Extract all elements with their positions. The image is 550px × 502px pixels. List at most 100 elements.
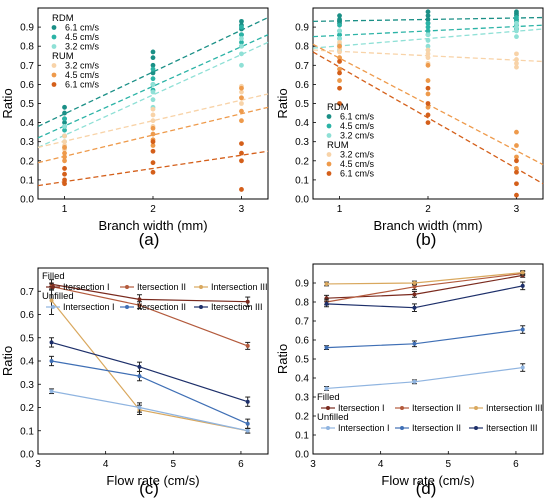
data-point	[150, 148, 156, 154]
legend-label: Intersection III	[486, 403, 543, 413]
data-point	[239, 24, 244, 30]
data-point	[62, 166, 67, 171]
y-tick-label: 0.2	[295, 412, 309, 423]
data-point	[337, 55, 342, 61]
data-point	[324, 301, 329, 306]
legend-marker	[326, 426, 330, 430]
data-point	[425, 91, 431, 97]
data-point	[137, 364, 142, 369]
series-line	[51, 341, 248, 403]
data-point	[245, 299, 250, 304]
y-tick-label: 0.7	[295, 317, 309, 328]
data-point	[239, 108, 244, 114]
data-point	[62, 133, 67, 139]
data-point	[239, 95, 244, 101]
data-point	[62, 139, 67, 145]
data-point	[239, 158, 244, 164]
data-point	[412, 281, 417, 285]
legend-label: 6.1 cm/s	[340, 169, 375, 179]
x-tick-label: 3	[514, 204, 520, 215]
legend-group-title: Filled	[42, 271, 65, 282]
data-point	[520, 270, 525, 275]
legend-marker	[326, 161, 332, 167]
legend-label: 3.2 cm/s	[340, 150, 375, 160]
data-point	[239, 101, 244, 106]
legend-label: 4.5 cm/s	[340, 121, 375, 131]
data-point	[324, 345, 329, 350]
y-tick-label: 0.0	[20, 195, 34, 206]
x-tick-label: 3	[239, 204, 245, 215]
legend-group-title: Unfilled	[317, 412, 349, 423]
legend-group-title: Filled	[317, 392, 340, 403]
data-point	[49, 389, 54, 394]
legend-group-title: RUM	[327, 140, 349, 151]
data-point	[337, 66, 342, 72]
data-point	[62, 154, 67, 160]
data-point	[514, 64, 519, 70]
legend-marker	[326, 114, 332, 119]
legend-marker	[326, 171, 332, 176]
legend-marker	[51, 34, 57, 40]
y-tick-label: 0.1	[20, 426, 34, 437]
data-point	[425, 62, 431, 68]
legend-label: Itersection I	[338, 403, 385, 413]
y-tick-label: 0.5	[20, 333, 34, 344]
data-point	[514, 34, 519, 40]
data-point	[239, 141, 244, 147]
series-line	[326, 274, 523, 299]
series-line	[326, 366, 523, 390]
data-point	[425, 78, 431, 83]
data-point	[62, 104, 67, 110]
legend-marker	[199, 285, 203, 289]
data-point	[245, 399, 250, 404]
y-tick-label: 0.0	[295, 450, 309, 461]
legend-marker	[400, 406, 404, 410]
data-point	[514, 60, 519, 66]
y-axis-label: Ratio	[275, 344, 290, 374]
data-point	[337, 85, 342, 91]
data-point	[137, 303, 142, 308]
data-point	[337, 13, 342, 19]
x-tick-label: 5	[171, 459, 177, 470]
y-tick-label: 0.4	[20, 357, 34, 368]
data-point	[239, 62, 244, 68]
y-tick-label: 0.2	[20, 403, 34, 414]
x-tick-label: 6	[513, 459, 519, 470]
y-tick-label: 0.5	[20, 99, 34, 110]
data-point	[425, 85, 431, 91]
data-point	[62, 127, 67, 133]
legend-label: Itersection I	[63, 282, 110, 292]
data-point	[62, 110, 67, 116]
data-point	[514, 166, 519, 171]
data-point	[514, 158, 519, 164]
fit-line	[37, 16, 269, 128]
legend-marker	[474, 406, 478, 410]
fit-line	[37, 93, 269, 149]
data-point	[150, 76, 156, 82]
legend-marker	[326, 123, 332, 129]
data-point	[514, 154, 519, 160]
data-point	[150, 106, 156, 112]
data-point	[324, 281, 329, 286]
data-point	[337, 39, 342, 45]
data-point	[150, 125, 156, 131]
y-tick-label: 0.8	[295, 42, 309, 53]
data-point	[49, 359, 54, 363]
panel-label: (b)	[416, 230, 437, 249]
data-point	[150, 143, 156, 148]
data-point	[137, 374, 142, 379]
legend-label: Itersection III	[486, 423, 538, 433]
data-point	[514, 24, 519, 30]
legend-group-title: Unfilled	[42, 291, 74, 302]
data-point	[239, 118, 244, 124]
data-point	[49, 340, 54, 345]
data-point	[520, 327, 525, 332]
y-tick-label: 0.9	[295, 279, 309, 290]
data-point	[412, 284, 417, 289]
y-tick-label: 0.4	[295, 374, 309, 385]
legend-marker	[474, 426, 478, 430]
data-point	[150, 66, 156, 72]
legend-label: Itersection II	[412, 403, 461, 413]
data-point	[150, 70, 156, 76]
